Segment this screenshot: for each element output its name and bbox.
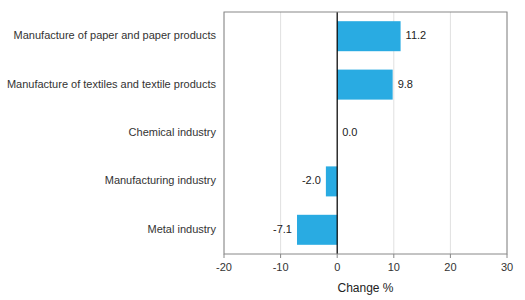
- bars: [297, 21, 401, 245]
- tick-mark: [224, 254, 225, 258]
- tick-label: 0: [334, 261, 340, 273]
- chart-container: Metal industry Manufacturing industry Chem…: [0, 0, 525, 300]
- data-label: -7.1: [273, 223, 292, 235]
- x-axis: -20 -10 0 10 20 30: [216, 254, 513, 273]
- bar: [297, 215, 337, 245]
- y-axis-labels: Metal industry Manufacturing industry Chem…: [7, 29, 217, 235]
- category-label: Manufacturing industry: [105, 174, 217, 186]
- tick-mark: [393, 254, 394, 258]
- x-axis-label: Change %: [337, 281, 393, 295]
- chart: Metal industry Manufacturing industry Chem…: [0, 0, 525, 300]
- category-label: Chemical industry: [129, 126, 217, 138]
- plot-frame: [224, 12, 507, 254]
- data-label: 9.8: [398, 78, 413, 90]
- grid-line: [337, 12, 338, 254]
- bar: [326, 166, 337, 196]
- grid: [224, 12, 507, 254]
- tick-label: -20: [216, 261, 232, 273]
- bar: [337, 21, 400, 51]
- zero-line: [337, 12, 338, 254]
- tick-label: 30: [501, 261, 513, 273]
- data-label: 0.0: [342, 126, 357, 138]
- grid-line: [450, 12, 451, 254]
- grid-line: [280, 12, 281, 254]
- tick-label: -10: [273, 261, 289, 273]
- tick-mark: [337, 254, 338, 258]
- bar: [337, 70, 392, 100]
- category-label: Metal industry: [148, 223, 217, 235]
- data-labels: -7.1 -2.0 0.0 9.8 11.2: [273, 29, 426, 235]
- category-label: Manufacture of paper and paper products: [14, 29, 217, 41]
- tick-mark: [280, 254, 281, 258]
- data-label: 11.2: [406, 29, 427, 41]
- tick-mark: [507, 254, 508, 258]
- tick-label: 10: [388, 261, 400, 273]
- data-label: -2.0: [302, 174, 321, 186]
- tick-label: 20: [444, 261, 456, 273]
- category-label: Manufacture of textiles and textile prod…: [7, 78, 217, 90]
- tick-mark: [450, 254, 451, 258]
